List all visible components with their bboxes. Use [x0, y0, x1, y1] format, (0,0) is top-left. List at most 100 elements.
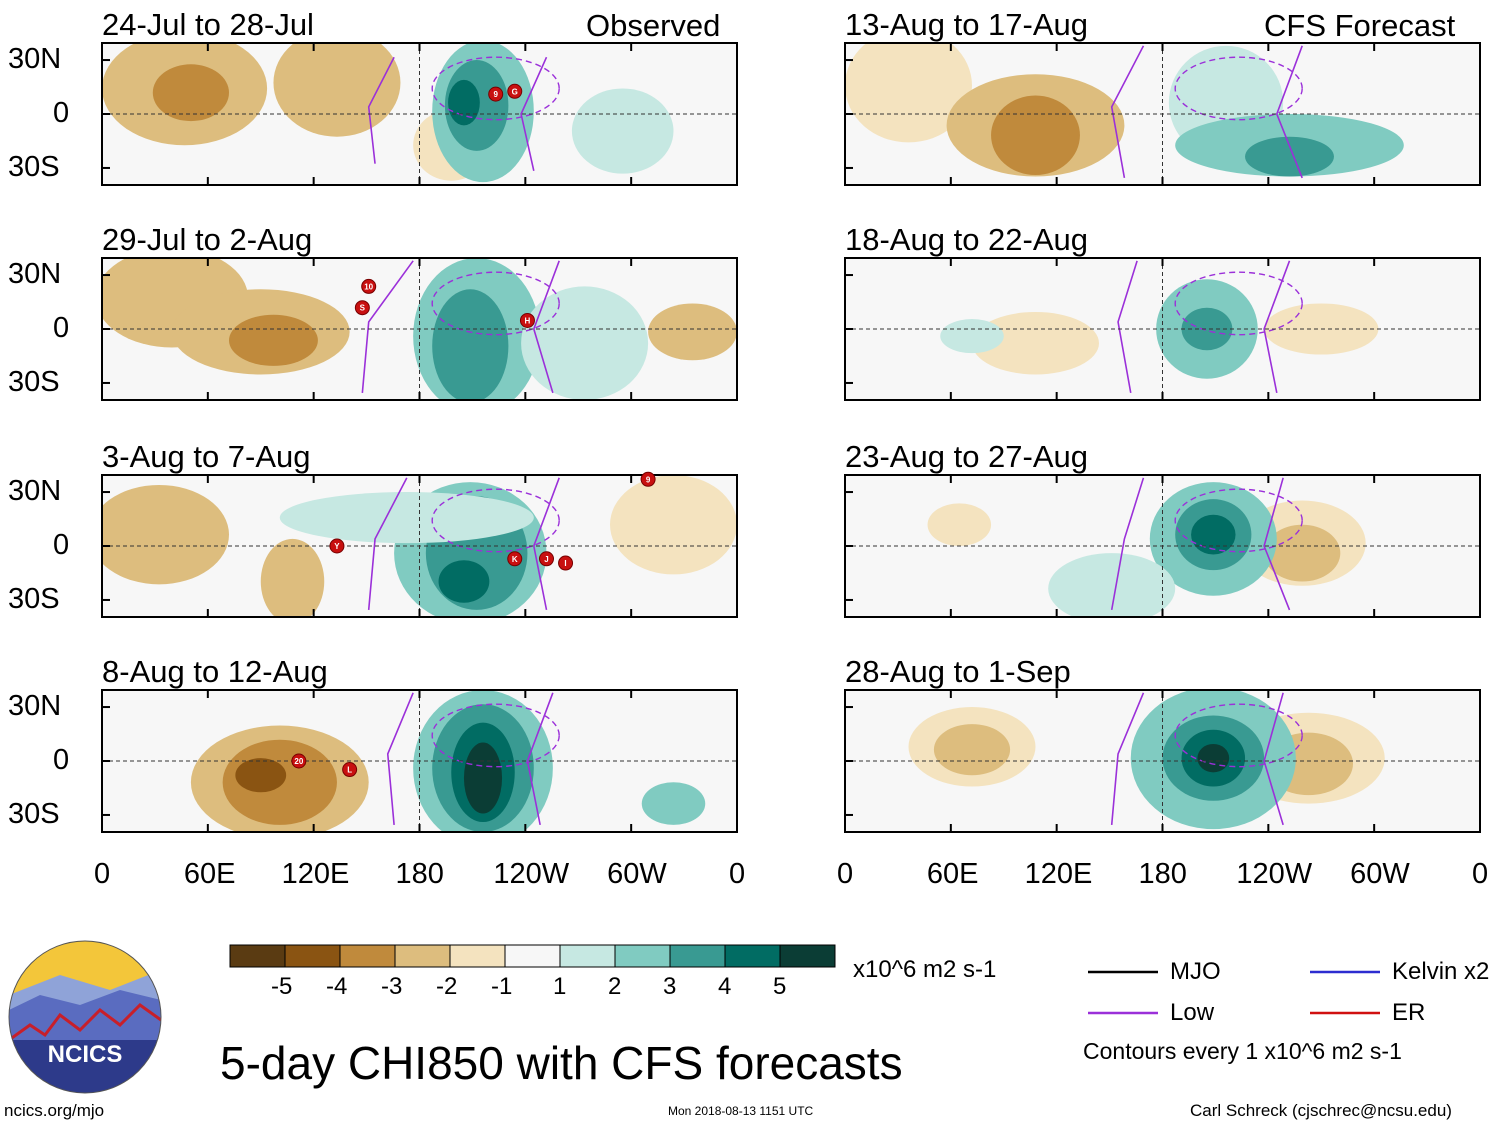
- low-frequency-contour: [386, 692, 414, 825]
- contour-legend-label: Low: [1170, 999, 1215, 1026]
- tropical-cyclone-marker: [329, 538, 345, 554]
- anomaly-shading: [927, 503, 992, 546]
- y-tick-label: 0: [53, 97, 70, 129]
- colorbar-segment: [229, 944, 286, 968]
- anomaly-shading: [1048, 553, 1176, 617]
- logo-border: [8, 940, 162, 1094]
- anomaly-shading: [279, 492, 534, 544]
- tropical-cyclone-label: 9: [493, 90, 498, 99]
- x-tick-label: 60W: [1350, 858, 1410, 890]
- tropical-cyclone-marker: [361, 278, 377, 294]
- footer-credit: Carl Schreck (cjschrec@ncsu.edu): [1190, 1101, 1452, 1120]
- tropical-cyclone-label: I: [564, 559, 566, 568]
- map-panel: Y K J I 9: [101, 471, 738, 618]
- dashed-contour: [1174, 271, 1303, 336]
- tropical-cyclone-label: H: [525, 316, 531, 325]
- colorbar-label: 1: [553, 973, 567, 1000]
- x-tick-label: 180: [1138, 858, 1187, 890]
- low-frequency-contour: [532, 477, 560, 611]
- colorbar-label: -1: [491, 973, 513, 1000]
- tropical-cyclone-marker: [558, 555, 574, 571]
- map-panel: [844, 42, 1481, 186]
- low-frequency-contour: [1110, 45, 1145, 179]
- y-tick-label: 30S: [8, 582, 60, 615]
- dashed-contour: [1174, 488, 1303, 553]
- low-frequency-contour: [367, 56, 395, 164]
- panel-period-label: 13-Aug to 17-Aug: [845, 7, 1089, 42]
- anomaly-shading: [1245, 136, 1334, 177]
- colorbar-segment: [504, 944, 561, 968]
- colorbar-label: 3: [663, 973, 677, 1000]
- map-panel: 10 S H: [101, 257, 738, 401]
- footer-timestamp: Mon 2018-08-13 1151 UTC: [668, 1104, 814, 1118]
- x-tick-label: 120W: [1236, 858, 1313, 890]
- column-title-observed: Observed: [586, 8, 721, 43]
- panel-period-label: 18-Aug to 22-Aug: [845, 222, 1089, 257]
- tropical-cyclone-label: 9: [646, 475, 651, 484]
- anomaly-shading: [260, 538, 325, 617]
- anomaly-shading: [940, 319, 1004, 354]
- contour-legend-label: Kelvin x2: [1392, 958, 1490, 985]
- y-tick-label: 30N: [8, 43, 62, 76]
- tropical-cyclone-marker: [354, 300, 370, 316]
- tropical-cyclone-label: K: [512, 555, 518, 564]
- tropical-cyclone-label: G: [512, 87, 518, 96]
- ncics-logo: NCICS: [8, 940, 162, 1094]
- anomaly-shading: [521, 286, 649, 400]
- contour-note: Contours every 1 x10^6 m2 s-1: [1083, 1038, 1402, 1064]
- tropical-cyclone-label: 10: [364, 282, 373, 291]
- chart-title: 5-day CHI850 with CFS forecasts: [220, 1037, 903, 1089]
- anomaly-shading: [610, 475, 737, 575]
- colorbar-segment: [449, 944, 506, 968]
- colorbar-label: -5: [271, 973, 293, 1000]
- x-tick-label: 0: [837, 858, 854, 890]
- panel-period-label: 28-Aug to 1-Sep: [845, 654, 1071, 689]
- colorbar-segment: [669, 944, 726, 968]
- panel-period-label: 23-Aug to 27-Aug: [845, 439, 1089, 474]
- anomaly-shading: [1197, 743, 1230, 773]
- colorbar-segment: [559, 944, 616, 968]
- tropical-cyclone-marker: [488, 86, 504, 102]
- y-tick-label: 0: [53, 529, 70, 561]
- map-panel: [844, 257, 1481, 401]
- low-frequency-contour: [520, 56, 548, 171]
- anomaly-shading: [432, 289, 509, 400]
- tropical-cyclone-marker: [507, 551, 523, 567]
- logo-line: [9, 1003, 161, 1042]
- column-title-cfs-forecast: CFS Forecast: [1264, 8, 1456, 43]
- colorbar-label: -3: [381, 973, 403, 1000]
- tropical-cyclone-marker: [519, 312, 535, 328]
- map-panel: 20 L: [101, 689, 738, 833]
- panel-period-label: 24-Jul to 28-Jul: [102, 7, 314, 42]
- colorbar-segment: [394, 944, 451, 968]
- anomaly-shading: [235, 758, 287, 793]
- anomaly-shading: [991, 95, 1080, 176]
- anomaly-shading: [571, 88, 674, 174]
- y-tick-label: 30S: [8, 365, 60, 398]
- dashed-contour: [431, 488, 560, 553]
- contour-legend-label: ER: [1392, 999, 1426, 1026]
- tropical-cyclone-marker: [640, 471, 656, 487]
- low-frequency-contour: [526, 692, 554, 826]
- dashed-contour: [431, 56, 560, 121]
- y-tick-label: 30N: [8, 690, 62, 723]
- tropical-cyclone-label: J: [544, 555, 548, 564]
- tropical-cyclone-label: L: [347, 766, 352, 775]
- panel-period-label: 8-Aug to 12-Aug: [102, 654, 328, 689]
- low-frequency-contour: [1263, 477, 1291, 611]
- x-tick-label: 60W: [607, 858, 667, 890]
- low-frequency-contour: [367, 477, 408, 610]
- x-tick-label: 120E: [1024, 858, 1093, 890]
- anomaly-shading: [438, 560, 490, 603]
- dashed-contour: [1174, 703, 1303, 768]
- x-tick-label: 120W: [493, 858, 570, 890]
- anomaly-shading: [641, 782, 706, 825]
- x-tick-label: 120E: [281, 858, 350, 890]
- logo-text: NCICS: [48, 1041, 123, 1068]
- anomaly-shading: [933, 724, 1011, 776]
- colorbar-segment: [724, 944, 781, 968]
- colorbar-label: 5: [773, 973, 787, 1000]
- colorbar-segment: [614, 944, 671, 968]
